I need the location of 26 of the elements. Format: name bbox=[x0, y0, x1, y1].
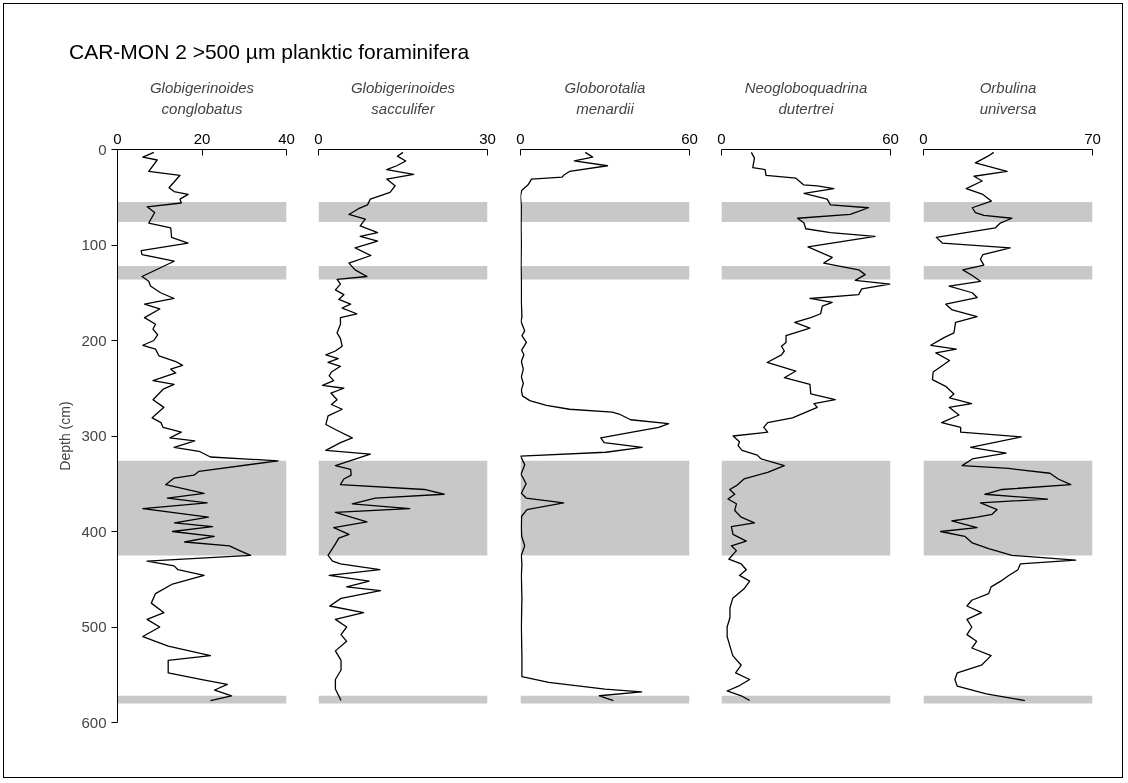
chart-title: CAR-MON 2 >500 µm planktic foraminifera bbox=[69, 39, 470, 65]
y-tick-label: 300 bbox=[81, 427, 107, 444]
x-tick-label: 20 bbox=[193, 129, 211, 147]
x-axis-title: Globorotalia menardii bbox=[564, 79, 646, 117]
x-axis-title: Orbulina universa bbox=[979, 79, 1036, 117]
x-tick-label: 40 bbox=[278, 129, 295, 147]
x-tick-label: 0 bbox=[918, 129, 928, 147]
x-tick-label: 0 bbox=[515, 129, 525, 147]
x-tick-label: 30 bbox=[479, 129, 497, 147]
y-tick-label: 400 bbox=[81, 522, 107, 540]
y-tick-label: 100 bbox=[81, 236, 107, 253]
x-tick-label: 0 bbox=[717, 129, 726, 147]
x-tick-label: 70 bbox=[1083, 129, 1101, 147]
x-axis-title: Globigerinoides sacculifer bbox=[351, 79, 456, 117]
line-series bbox=[140, 151, 279, 702]
y-tick-label: 0 bbox=[98, 140, 107, 158]
y-tick-label: 600 bbox=[81, 713, 107, 731]
y-tick-label: 500 bbox=[81, 618, 107, 635]
y-axis-title: Depth (cm) bbox=[57, 401, 74, 471]
x-tick-label: 0 bbox=[314, 129, 323, 147]
y-tick-label: 200 bbox=[81, 331, 107, 349]
x-axis-title: Neogloboquadrina dutertrei bbox=[744, 79, 868, 117]
x-axis-title: Globigerinoides conglobatus bbox=[149, 79, 255, 117]
x-tick-label: 0 bbox=[113, 129, 122, 147]
x-tick-label: 60 bbox=[882, 129, 899, 147]
x-tick-label: 60 bbox=[680, 129, 698, 147]
